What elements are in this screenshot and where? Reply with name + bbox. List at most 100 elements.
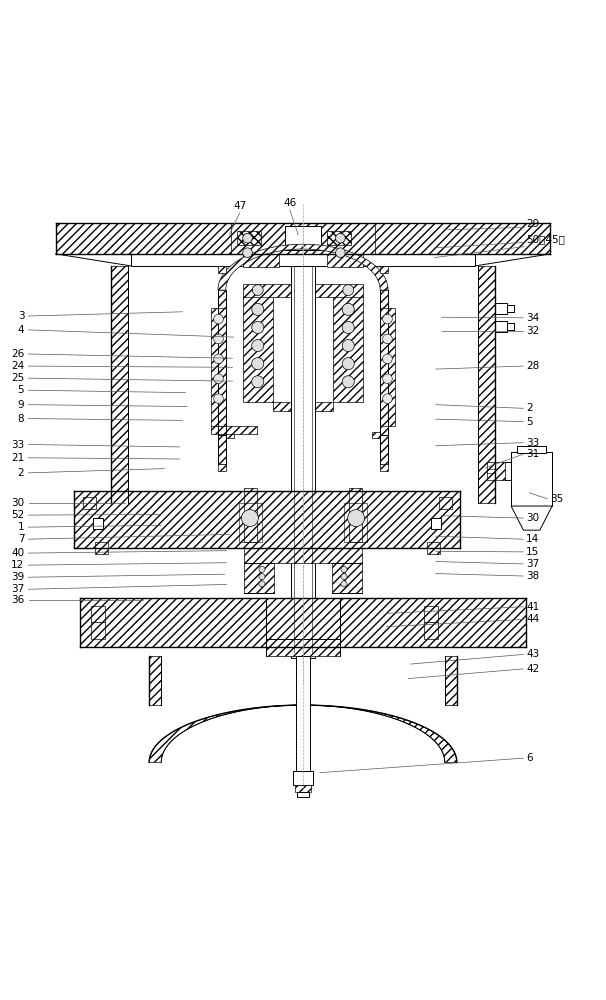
Text: 2: 2 xyxy=(526,403,533,413)
Bar xyxy=(495,321,507,332)
Bar xyxy=(56,223,550,254)
Text: 47: 47 xyxy=(233,201,246,211)
Circle shape xyxy=(251,358,264,370)
Bar xyxy=(218,290,226,464)
Polygon shape xyxy=(511,506,552,530)
Bar xyxy=(83,497,96,509)
Bar xyxy=(296,656,310,771)
Text: 7: 7 xyxy=(18,534,24,544)
Circle shape xyxy=(259,574,265,580)
Bar xyxy=(344,503,367,542)
Bar xyxy=(111,266,128,503)
Text: 6: 6 xyxy=(526,753,533,763)
Circle shape xyxy=(241,510,258,527)
Bar xyxy=(297,792,309,797)
Bar xyxy=(161,656,445,705)
Bar xyxy=(495,465,496,477)
Text: 21: 21 xyxy=(11,453,24,463)
Bar xyxy=(128,266,478,503)
Text: 30: 30 xyxy=(526,513,539,523)
Bar xyxy=(95,542,108,554)
Text: 25: 25 xyxy=(11,373,24,383)
Text: 28: 28 xyxy=(526,361,539,371)
Bar xyxy=(226,432,234,438)
Text: 3: 3 xyxy=(18,311,24,321)
Text: 39: 39 xyxy=(11,572,24,582)
Bar xyxy=(445,656,457,705)
Text: 15: 15 xyxy=(526,547,539,557)
Bar xyxy=(242,284,364,297)
Bar xyxy=(439,497,452,509)
Circle shape xyxy=(342,376,355,388)
Bar xyxy=(424,606,438,622)
Text: 52: 52 xyxy=(11,510,24,520)
Polygon shape xyxy=(149,705,457,762)
Circle shape xyxy=(251,376,264,388)
Bar xyxy=(333,296,364,402)
Text: 9: 9 xyxy=(18,400,24,410)
Text: 38: 38 xyxy=(526,571,539,581)
Text: 33: 33 xyxy=(526,438,539,448)
Text: 26: 26 xyxy=(11,349,24,359)
Text: 42: 42 xyxy=(526,664,539,674)
Bar xyxy=(380,464,388,471)
Circle shape xyxy=(382,314,392,324)
Circle shape xyxy=(214,314,224,324)
Circle shape xyxy=(341,581,347,587)
Bar xyxy=(218,464,226,471)
Bar xyxy=(380,290,388,464)
Circle shape xyxy=(251,321,264,334)
Bar xyxy=(244,488,257,542)
Circle shape xyxy=(214,354,224,364)
Bar xyxy=(234,290,372,464)
Text: 29: 29 xyxy=(526,219,539,229)
Circle shape xyxy=(252,285,263,296)
Bar xyxy=(517,446,546,453)
Circle shape xyxy=(343,285,354,296)
Circle shape xyxy=(214,334,224,344)
Bar xyxy=(91,622,105,639)
Bar xyxy=(291,266,315,658)
Circle shape xyxy=(336,248,345,258)
Bar xyxy=(327,231,351,245)
Bar xyxy=(372,432,380,438)
Bar xyxy=(211,308,227,426)
Bar xyxy=(211,426,256,434)
Circle shape xyxy=(382,394,392,403)
Text: 32: 32 xyxy=(526,326,539,336)
Bar xyxy=(293,771,313,785)
Text: 34: 34 xyxy=(526,313,539,323)
Bar xyxy=(487,462,505,480)
Text: 5: 5 xyxy=(18,385,24,395)
Bar xyxy=(265,598,341,656)
Circle shape xyxy=(341,566,347,572)
Bar xyxy=(478,266,495,503)
Bar xyxy=(495,303,507,314)
Text: 50（45）: 50（45） xyxy=(526,234,565,244)
Circle shape xyxy=(242,233,252,243)
Bar xyxy=(332,563,362,593)
Text: 37: 37 xyxy=(526,559,539,569)
Text: 4: 4 xyxy=(18,325,24,335)
Circle shape xyxy=(336,233,345,243)
Text: 35: 35 xyxy=(550,494,564,504)
Bar xyxy=(380,266,388,273)
Circle shape xyxy=(341,574,347,580)
Circle shape xyxy=(214,394,224,403)
Text: 43: 43 xyxy=(526,649,539,659)
Bar xyxy=(273,402,333,411)
Bar xyxy=(80,598,526,647)
Circle shape xyxy=(342,321,355,334)
Circle shape xyxy=(259,581,265,587)
Bar xyxy=(244,548,362,563)
Bar xyxy=(149,656,161,705)
Text: 36: 36 xyxy=(11,595,24,605)
Text: 44: 44 xyxy=(526,614,539,624)
Bar xyxy=(93,518,103,529)
Circle shape xyxy=(259,566,265,572)
Bar xyxy=(295,785,311,792)
Circle shape xyxy=(342,303,355,315)
Bar xyxy=(244,563,274,593)
Bar xyxy=(242,254,279,267)
Text: 14: 14 xyxy=(526,534,539,544)
